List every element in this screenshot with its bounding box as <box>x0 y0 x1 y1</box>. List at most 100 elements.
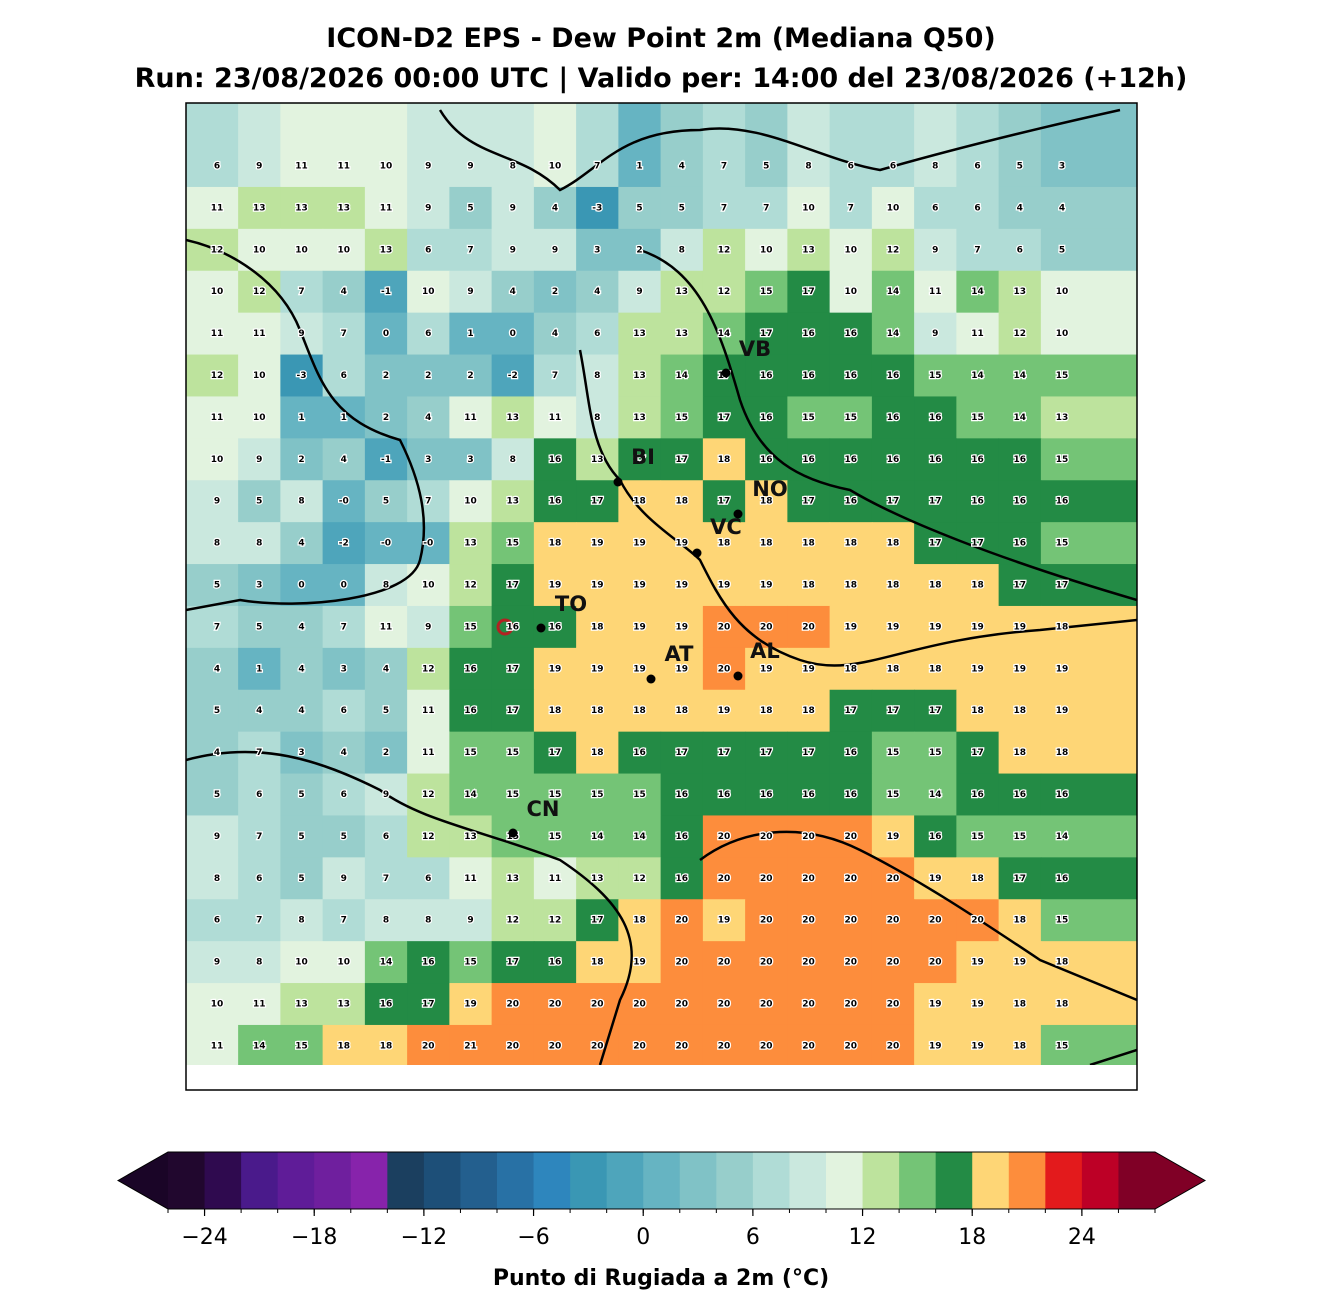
cell <box>914 186 957 230</box>
value-label: 1 <box>341 413 347 423</box>
value-label: 19 <box>929 1000 942 1010</box>
value-label: 16 <box>844 455 857 465</box>
cell <box>491 899 535 942</box>
cell <box>186 438 239 481</box>
cell <box>186 522 239 565</box>
cell <box>576 899 619 942</box>
value-label: 16 <box>1013 497 1026 507</box>
cell <box>702 1024 746 1065</box>
cell <box>322 689 366 733</box>
cell <box>364 522 408 565</box>
value-label: 16 <box>675 874 688 884</box>
cell <box>871 899 915 942</box>
value-label: 20 <box>844 874 857 884</box>
value-label: 1 <box>298 413 304 423</box>
value-label: 15 <box>1013 832 1026 842</box>
value-label: 7 <box>763 203 769 213</box>
cell <box>576 773 619 816</box>
cell <box>576 480 619 523</box>
value-label: 19 <box>1056 664 1069 674</box>
value-label: 17 <box>887 497 900 507</box>
colorbar-tick-label: 12 <box>849 1225 877 1250</box>
cell <box>280 438 324 481</box>
cell <box>914 941 957 984</box>
value-label: 8 <box>594 371 600 381</box>
colorbar-segment <box>387 1152 425 1209</box>
cell <box>1040 647 1137 691</box>
value-label: 10 <box>211 1000 224 1010</box>
value-label: 19 <box>971 622 984 632</box>
value-label: 9 <box>510 245 516 255</box>
value-label: 11 <box>295 162 308 172</box>
cell <box>871 1024 915 1065</box>
cell <box>829 564 873 607</box>
value-label: 9 <box>467 287 473 297</box>
value-label: 10 <box>295 245 308 255</box>
cell <box>186 186 239 230</box>
cell <box>491 354 535 397</box>
colorbar-tick-label: 6 <box>746 1225 760 1250</box>
value-label: 20 <box>760 916 773 926</box>
value-label: 20 <box>760 1041 773 1051</box>
value-label: 7 <box>974 245 980 255</box>
cell <box>998 438 1042 481</box>
cell <box>829 899 873 942</box>
value-label: 9 <box>214 497 220 507</box>
cell <box>407 647 450 691</box>
cell <box>322 438 366 481</box>
cell <box>998 103 1042 188</box>
cell <box>998 899 1042 942</box>
value-label: 4 <box>594 287 600 297</box>
cell <box>364 689 408 733</box>
colorbar-segment <box>716 1152 754 1209</box>
cell <box>871 857 915 900</box>
value-label: 17 <box>549 748 562 758</box>
cell <box>787 186 831 230</box>
value-label: 8 <box>594 413 600 423</box>
value-label: 18 <box>633 916 646 926</box>
value-label: 7 <box>721 203 727 213</box>
value-label: 18 <box>1056 958 1069 968</box>
cell <box>787 103 831 188</box>
value-label: 18 <box>633 497 646 507</box>
cell <box>914 103 957 188</box>
value-label: 18 <box>675 497 688 507</box>
cell <box>702 647 746 691</box>
cell <box>618 228 662 272</box>
colorbar-segment <box>862 1152 900 1209</box>
value-label: 19 <box>718 916 731 926</box>
value-label: 15 <box>929 371 942 381</box>
cell <box>491 522 535 565</box>
cell <box>576 689 619 733</box>
value-label: 16 <box>1013 455 1026 465</box>
cell <box>186 396 239 439</box>
cell <box>998 647 1042 691</box>
value-label: 17 <box>802 748 815 758</box>
value-label: 5 <box>1059 245 1065 255</box>
colorbar-extend-low <box>118 1152 168 1209</box>
cell <box>702 857 746 900</box>
cell <box>280 689 324 733</box>
cell <box>322 354 366 397</box>
cell <box>576 605 619 649</box>
cell <box>280 186 324 230</box>
city-dot <box>508 828 518 838</box>
cell <box>871 773 915 816</box>
value-label: 18 <box>760 539 773 549</box>
value-label: 16 <box>1056 790 1069 800</box>
value-label: 11 <box>549 413 562 423</box>
cell <box>871 605 915 649</box>
value-label: 15 <box>887 790 900 800</box>
cell <box>702 186 746 230</box>
value-label: 18 <box>1013 1041 1026 1051</box>
cell <box>364 396 408 439</box>
value-label: 15 <box>549 790 562 800</box>
value-label: 6 <box>425 329 431 339</box>
value-label: 9 <box>425 622 431 632</box>
value-label: 18 <box>1013 748 1026 758</box>
cell <box>660 983 704 1026</box>
cell <box>660 899 704 942</box>
value-label: 18 <box>591 748 604 758</box>
value-label: 16 <box>971 790 984 800</box>
